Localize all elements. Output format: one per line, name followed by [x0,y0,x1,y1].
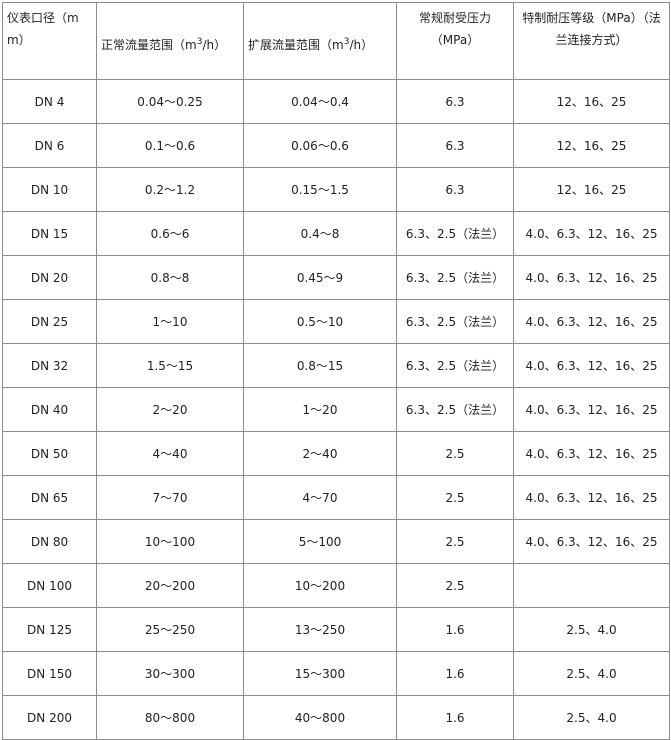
header-special-pressure: 特制耐压等级（MPa）（法兰连接方式） [513,2,670,80]
cell-extended-flow: 0.04～0.4 [243,79,397,124]
cell-pressure: 6.3、2.5（法兰） [396,255,514,300]
cell-extended-flow: 13～250 [243,607,397,652]
cell-extended-flow: 2～40 [243,431,397,476]
cell-pressure: 6.3 [396,79,514,124]
cell-normal-flow: 0.8～8 [96,255,244,300]
cell-special-pressure: 4.0、6.3、12、16、25 [513,211,670,256]
cell-size: DN 15 [2,211,97,256]
table-row: DN 10 0.2～1.2 0.15～1.5 6.3 12、16、25 [2,167,670,212]
cell-pressure: 1.6 [396,651,514,696]
cell-extended-flow: 0.4～8 [243,211,397,256]
table-row: DN 40 2～20 1～20 6.3、2.5（法兰） 4.0、6.3、12、16、25 [2,387,670,432]
header-pressure: 常规耐受压力（MPa） [396,2,514,80]
cell-extended-flow: 15～300 [243,651,397,696]
cell-size: DN 80 [2,519,97,564]
cell-special-pressure: 2.5、4.0 [513,695,670,740]
cell-normal-flow: 4～40 [96,431,244,476]
cell-pressure: 6.3、2.5（法兰） [396,211,514,256]
cell-pressure: 6.3 [396,167,514,212]
cell-normal-flow: 0.6～6 [96,211,244,256]
cell-normal-flow: 80～800 [96,695,244,740]
cell-special-pressure: 4.0、6.3、12、16、25 [513,255,670,300]
cell-special-pressure: 12、16、25 [513,123,670,168]
cell-extended-flow: 0.5～10 [243,299,397,344]
table-row: DN 4 0.04～0.25 0.04～0.4 6.3 12、16、25 [2,79,670,124]
cell-special-pressure: 4.0、6.3、12、16、25 [513,519,670,564]
cell-special-pressure: 4.0、6.3、12、16、25 [513,299,670,344]
cell-pressure: 2.5 [396,563,514,608]
table-row: DN 20 0.8～8 0.45～9 6.3、2.5（法兰） 4.0、6.3、12、16… [2,255,670,300]
cell-extended-flow: 0.45～9 [243,255,397,300]
cell-normal-flow: 2～20 [96,387,244,432]
cell-size: DN 65 [2,475,97,520]
cell-size: DN 32 [2,343,97,388]
table-row: DN 150 30～300 15～300 1.6 2.5、4.0 [2,651,670,696]
table-row: DN 25 1～10 0.5～10 6.3、2.5（法兰） 4.0、6.3、12、16、… [2,299,670,344]
table-row: DN 65 7～70 4～70 2.5 4.0、6.3、12、16、25 [2,475,670,520]
table-row: DN 200 80～800 40～800 1.6 2.5、4.0 [2,695,670,740]
cell-extended-flow: 0.8～15 [243,343,397,388]
cell-pressure: 1.6 [396,695,514,740]
cell-pressure: 6.3、2.5（法兰） [396,299,514,344]
cell-pressure: 2.5 [396,475,514,520]
cell-size: DN 40 [2,387,97,432]
cell-special-pressure [513,563,670,608]
cell-size: DN 150 [2,651,97,696]
header-size: 仪表口径（m m） [2,2,97,80]
cell-special-pressure: 12、16、25 [513,79,670,124]
cell-size: DN 25 [2,299,97,344]
cell-pressure: 2.5 [396,519,514,564]
cell-size: DN 20 [2,255,97,300]
cell-extended-flow: 4～70 [243,475,397,520]
table-row: DN 80 10～100 5～100 2.5 4.0、6.3、12、16、25 [2,519,670,564]
cell-size: DN 200 [2,695,97,740]
cell-extended-flow: 40～800 [243,695,397,740]
cell-normal-flow: 1～10 [96,299,244,344]
cell-pressure: 6.3、2.5（法兰） [396,387,514,432]
cell-size: DN 100 [2,563,97,608]
cell-normal-flow: 0.04～0.25 [96,79,244,124]
cell-normal-flow: 0.2～1.2 [96,167,244,212]
cell-size: DN 4 [2,79,97,124]
cell-special-pressure: 4.0、6.3、12、16、25 [513,343,670,388]
cell-special-pressure: 4.0、6.3、12、16、25 [513,431,670,476]
cell-size: DN 125 [2,607,97,652]
header-normal-flow: 正常流量范围（m3/h） [96,2,244,80]
cell-extended-flow: 0.06～0.6 [243,123,397,168]
cell-special-pressure: 4.0、6.3、12、16、25 [513,475,670,520]
cell-extended-flow: 0.15～1.5 [243,167,397,212]
table-row: DN 100 20～200 10～200 2.5 [2,563,670,608]
cell-normal-flow: 20～200 [96,563,244,608]
cell-normal-flow: 1.5～15 [96,343,244,388]
cell-extended-flow: 1～20 [243,387,397,432]
cell-size: DN 6 [2,123,97,168]
table-row: DN 125 25～250 13～250 1.6 2.5、4.0 [2,607,670,652]
cell-special-pressure: 2.5、4.0 [513,607,670,652]
table-row: DN 6 0.1～0.6 0.06～0.6 6.3 12、16、25 [2,123,670,168]
cell-size: DN 50 [2,431,97,476]
table-row: DN 50 4～40 2～40 2.5 4.0、6.3、12、16、25 [2,431,670,476]
cell-extended-flow: 10～200 [243,563,397,608]
cell-extended-flow: 5～100 [243,519,397,564]
cell-special-pressure: 2.5、4.0 [513,651,670,696]
cell-normal-flow: 0.1～0.6 [96,123,244,168]
cell-pressure: 6.3 [396,123,514,168]
cell-pressure: 1.6 [396,607,514,652]
cell-special-pressure: 4.0、6.3、12、16、25 [513,387,670,432]
table-row: DN 32 1.5～15 0.8～15 6.3、2.5（法兰） 4.0、6.3、12、1… [2,343,670,388]
cell-normal-flow: 10～100 [96,519,244,564]
cell-normal-flow: 30～300 [96,651,244,696]
cell-size: DN 10 [2,167,97,212]
cell-normal-flow: 25～250 [96,607,244,652]
cell-normal-flow: 7～70 [96,475,244,520]
header-extended-flow: 扩展流量范围（m3/h） [243,2,397,80]
table-row: DN 15 0.6～6 0.4～8 6.3、2.5（法兰） 4.0、6.3、12、16、… [2,211,670,256]
cell-pressure: 2.5 [396,431,514,476]
cell-pressure: 6.3、2.5（法兰） [396,343,514,388]
header-row: 仪表口径（m m） 正常流量范围（m3/h） 扩展流量范围（m3/h） 常规耐受… [2,2,670,80]
cell-special-pressure: 12、16、25 [513,167,670,212]
